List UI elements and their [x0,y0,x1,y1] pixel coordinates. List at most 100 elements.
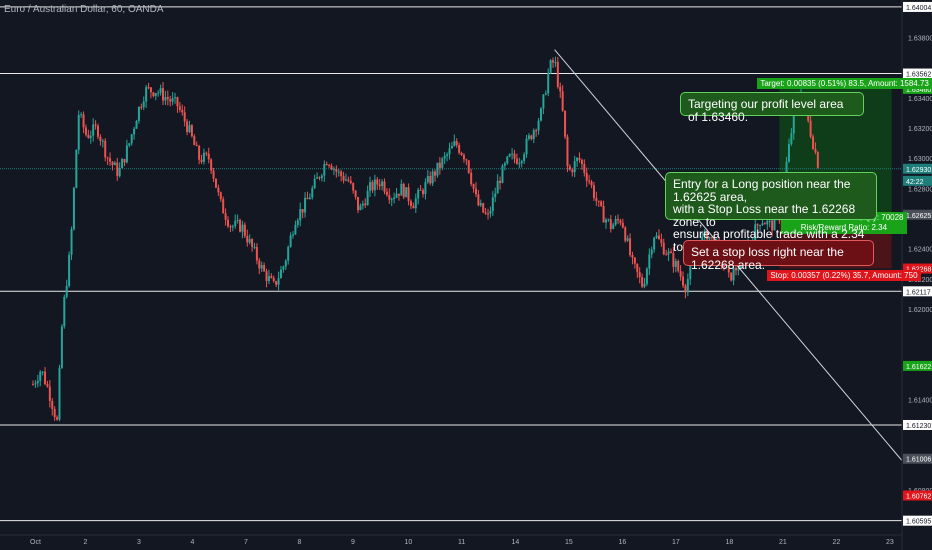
axis-badge-label: 1.60762 [906,494,931,501]
candle-body [359,205,362,211]
candle-body [224,213,227,220]
entry-note[interactable]: Entry for a Long position near the 1.626… [665,172,877,253]
candle-body [227,219,230,227]
candle-body [270,276,273,279]
candle-body [402,183,405,198]
level-axis-badge [903,1,932,12]
candle-body [284,260,287,267]
candle-body [472,184,475,189]
candle-body [41,371,44,373]
candle-body [337,171,340,173]
candle-body [706,230,709,240]
target-label: Target: 0.00835 (0.51%) 83.5, Amount: 15… [757,77,932,89]
candle-body [342,176,345,181]
candle-body [304,197,307,213]
candle-body [188,125,191,132]
candle-body [113,162,116,166]
time-tick-label: 7 [244,539,248,546]
time-tick-label: 4 [191,539,195,546]
symbol-title: Euro / Australian Dollar, 60, OANDA [4,4,164,15]
candle-body [231,226,234,228]
candle-body [236,220,239,222]
axis-badge [903,175,932,186]
time-tick-label: 15 [565,539,573,546]
candle-body [549,60,552,73]
candle-body [77,114,80,150]
candle-body [631,255,634,258]
candle-body [561,91,564,111]
entry-note-line-1: Entry for a Long position near the 1.626… [673,177,851,204]
candle-body [636,263,639,273]
candle-body [260,265,263,269]
candle-body [330,165,333,170]
candle-body [604,219,607,223]
candle-body [125,145,128,163]
candle-body [571,169,574,173]
candle-body [181,109,184,113]
price-tick-label: 1.63000 [908,156,932,163]
candle-body [629,238,632,256]
candle-body [407,187,410,202]
stop-note[interactable]: Set a stop loss right near the 1.62268 a… [683,240,874,272]
candle-body [371,182,374,191]
candle-body [665,254,668,256]
candle-body [272,278,275,282]
candle-body [80,114,83,116]
candle-body [130,134,133,144]
candle-body [768,220,771,222]
candle-body [412,205,415,209]
candle-body [239,220,242,232]
candle-body [419,189,422,191]
candle-body [482,203,485,213]
candle-body [462,154,465,160]
candle-body [58,367,61,420]
price-tick-label: 1.62400 [908,247,932,254]
candle-body [258,260,261,269]
time-tick-label: 22 [833,539,841,546]
candle-body [104,140,107,158]
candle-body [633,257,636,264]
candle-body [479,203,482,206]
candle-body [325,164,328,166]
candle-body [453,141,456,146]
time-tick-label: 17 [672,539,680,546]
candle-body [56,417,59,420]
time-tick-label: 8 [298,539,302,546]
axis-badge-label: 1.62930 [906,167,931,174]
candle-body [556,61,559,87]
candle-body [63,296,66,327]
candle-body [357,196,360,211]
candle-body [378,184,381,187]
candle-body [46,384,49,387]
candle-body [369,182,372,191]
candle-body [292,234,295,236]
candle-body [513,153,516,159]
candle-body [597,200,600,202]
candle-body [585,172,588,181]
time-tick-label: Oct [30,539,41,546]
candle-body [294,224,297,235]
candle-body [626,238,629,241]
candle-body [135,120,138,129]
candle-body [186,121,189,132]
candle-body [397,193,400,196]
candle-body [489,211,492,214]
candle-body [417,189,420,199]
candle-body [82,114,85,128]
candle-body [157,92,160,94]
candle-body [373,179,376,191]
candle-body [51,400,54,410]
time-tick-label: 14 [512,539,520,546]
candle-body [511,153,514,155]
candle-body [650,249,653,255]
candle-body [390,199,393,201]
candle-body [759,225,762,227]
candle-body [349,180,352,184]
candle-body [539,108,542,121]
target-note[interactable]: Targeting our profit level area of 1.634… [680,92,864,124]
candle-body [289,235,292,247]
candle-body [217,187,220,193]
candle-body [614,219,617,225]
candle-body [612,224,615,229]
candle-body [65,286,68,297]
